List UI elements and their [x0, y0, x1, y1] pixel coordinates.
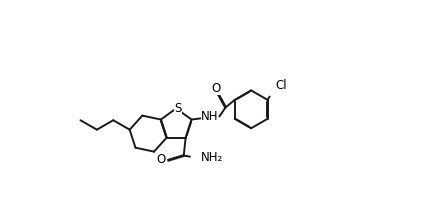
Text: O: O: [211, 82, 221, 95]
Text: O: O: [157, 153, 166, 166]
Text: NH: NH: [201, 110, 218, 123]
Text: Cl: Cl: [275, 79, 287, 92]
Text: S: S: [174, 102, 181, 115]
Text: NH₂: NH₂: [201, 151, 224, 165]
